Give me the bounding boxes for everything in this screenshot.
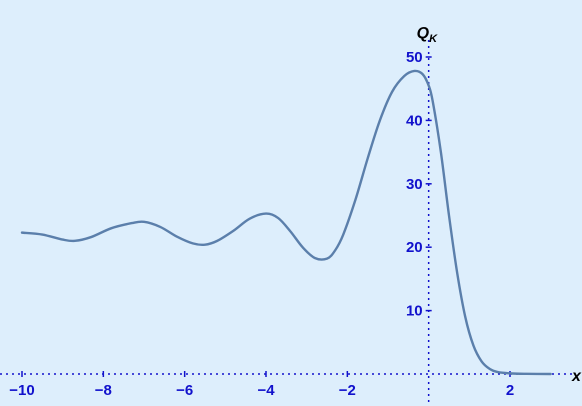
x-tick-label-3: −4	[257, 382, 275, 399]
y-tick-label-0: 10	[406, 303, 423, 320]
x-tick-label-4: −2	[339, 382, 356, 399]
tick-marks	[21, 56, 511, 377]
y-tick-label-2: 30	[406, 176, 423, 193]
y-tick-label-4: 50	[406, 49, 423, 66]
x-tick-label-5: 2	[506, 382, 514, 399]
x-tick-label-2: −6	[176, 382, 193, 399]
y-axis-label-subscript: K	[429, 33, 438, 45]
y-axis-label: QK	[417, 25, 438, 45]
x-axis-label: x	[571, 368, 582, 385]
y-tick-label-1: 20	[406, 239, 423, 256]
y-tick-label-3: 40	[406, 112, 423, 129]
series-group	[20, 69, 552, 376]
y-axis-label-main: Q	[417, 25, 430, 42]
x-tick-label-0: −10	[9, 382, 34, 399]
tick-labels: −10 −8 −6 −4 −2 2 10 20 30 40 50	[9, 49, 514, 399]
x-tick-label-1: −8	[95, 382, 112, 399]
series-line	[20, 69, 552, 376]
